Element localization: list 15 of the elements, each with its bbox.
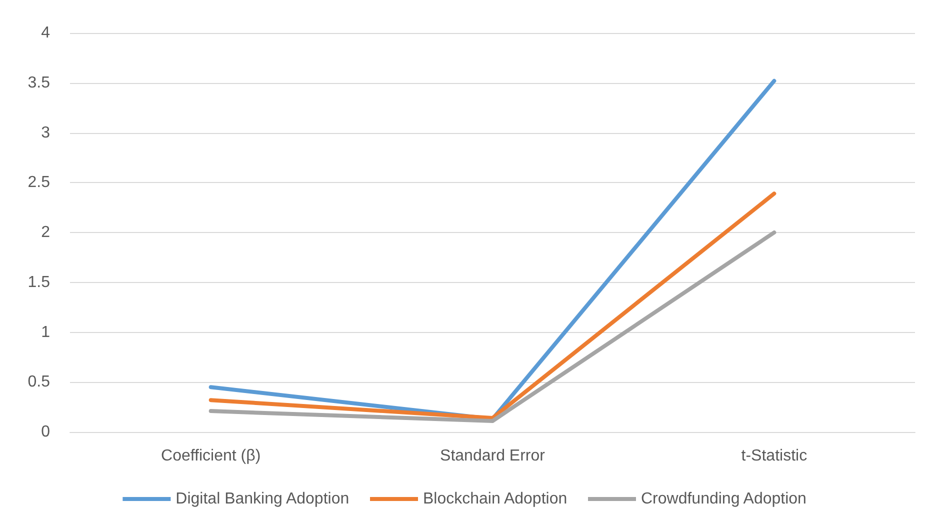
legend-label: Digital Banking Adoption bbox=[176, 490, 350, 508]
y-tick-label: 0 bbox=[41, 424, 50, 440]
x-tick-label: Standard Error bbox=[440, 448, 546, 464]
x-tick-label: Coefficient (β) bbox=[161, 448, 261, 464]
legend-label: Crowdfunding Adoption bbox=[640, 490, 806, 508]
y-tick-label: 2 bbox=[41, 224, 50, 241]
y-tick-label: 1 bbox=[41, 324, 50, 341]
y-tick-label: 0.5 bbox=[28, 374, 50, 391]
x-tick-label: t-Statistic bbox=[741, 448, 808, 464]
y-tick-label: 4 bbox=[41, 24, 50, 42]
y-tick-label: 2.5 bbox=[28, 174, 50, 192]
legend-label: Blockchain Adoption bbox=[423, 490, 568, 508]
y-tick-label: 1.5 bbox=[28, 274, 50, 291]
y-tick-label: 3 bbox=[41, 124, 50, 142]
y-tick-label: 3.5 bbox=[28, 74, 50, 92]
